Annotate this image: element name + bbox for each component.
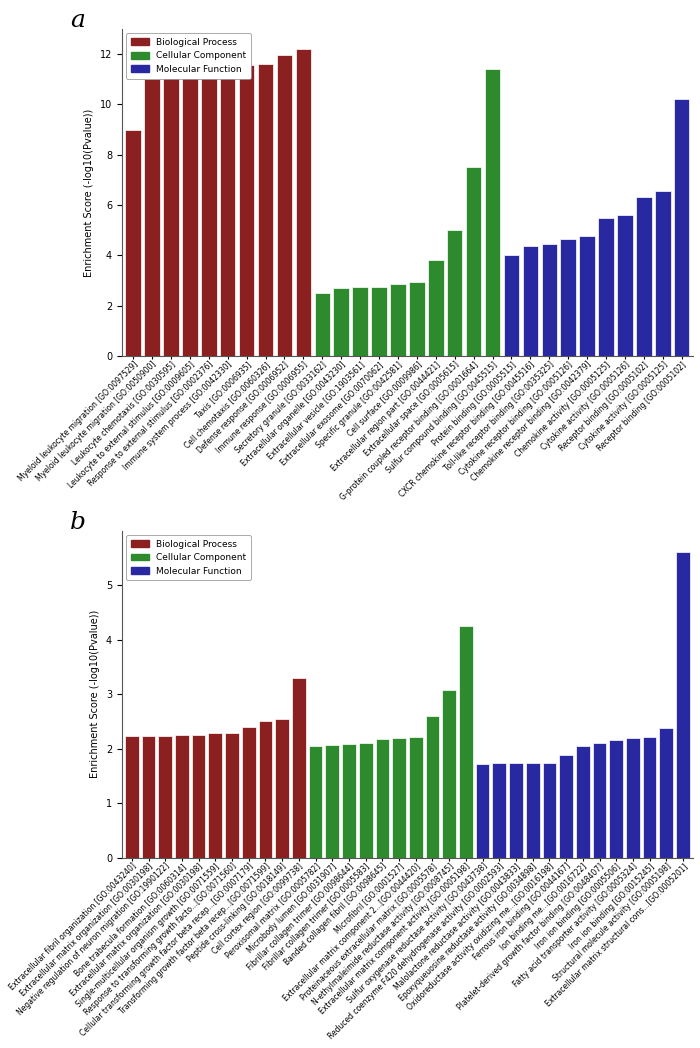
Bar bbox=[175, 736, 189, 857]
Bar bbox=[309, 746, 323, 857]
Bar bbox=[593, 743, 606, 857]
Y-axis label: Enrichment Score (-log10(Pvalue)): Enrichment Score (-log10(Pvalue)) bbox=[84, 108, 94, 277]
Bar bbox=[409, 282, 425, 356]
Bar bbox=[561, 239, 576, 356]
Bar bbox=[163, 77, 179, 356]
Bar bbox=[492, 763, 506, 857]
Bar bbox=[447, 231, 463, 356]
Bar bbox=[342, 744, 356, 857]
Bar bbox=[459, 626, 473, 857]
Bar bbox=[485, 69, 500, 356]
Bar bbox=[352, 287, 368, 356]
Bar bbox=[141, 736, 155, 857]
Bar bbox=[390, 284, 406, 356]
Bar bbox=[655, 191, 671, 356]
Bar bbox=[409, 737, 423, 857]
Legend: Biological Process, Cellular Component, Molecular Function: Biological Process, Cellular Component, … bbox=[126, 536, 251, 581]
Bar bbox=[504, 256, 519, 356]
Bar bbox=[314, 293, 330, 356]
Bar bbox=[542, 244, 557, 356]
Text: a: a bbox=[71, 9, 85, 32]
Bar bbox=[125, 736, 139, 857]
Bar bbox=[426, 716, 440, 857]
Bar bbox=[674, 100, 690, 356]
Bar bbox=[626, 738, 640, 857]
Bar bbox=[239, 65, 254, 356]
Bar bbox=[359, 743, 372, 857]
Bar bbox=[442, 690, 456, 857]
Bar bbox=[428, 260, 444, 356]
Bar bbox=[158, 736, 172, 857]
Bar bbox=[276, 56, 292, 356]
Bar bbox=[659, 728, 673, 857]
Bar bbox=[509, 763, 523, 857]
Bar bbox=[375, 739, 389, 857]
Bar bbox=[610, 740, 623, 857]
Bar bbox=[371, 287, 387, 356]
Bar bbox=[676, 552, 690, 857]
Bar bbox=[326, 745, 339, 857]
Bar bbox=[643, 737, 657, 857]
Bar bbox=[580, 237, 595, 356]
Bar bbox=[225, 734, 239, 857]
Bar bbox=[242, 726, 256, 857]
Bar bbox=[559, 756, 573, 857]
Bar bbox=[598, 218, 614, 356]
Bar bbox=[333, 288, 349, 356]
Bar bbox=[392, 738, 406, 857]
Y-axis label: Enrichment Score (-log10(Pvalue)): Enrichment Score (-log10(Pvalue)) bbox=[90, 610, 100, 779]
Bar bbox=[636, 197, 652, 356]
Bar bbox=[182, 74, 197, 356]
Bar bbox=[523, 246, 538, 356]
Bar bbox=[617, 215, 633, 356]
Bar bbox=[258, 721, 272, 857]
Bar bbox=[576, 746, 589, 857]
Bar bbox=[466, 168, 482, 356]
Legend: Biological Process, Cellular Component, Molecular Function: Biological Process, Cellular Component, … bbox=[126, 34, 251, 79]
Bar bbox=[201, 71, 216, 356]
Bar bbox=[526, 763, 540, 857]
Bar bbox=[209, 734, 222, 857]
Bar bbox=[542, 763, 556, 857]
Bar bbox=[476, 764, 489, 857]
Bar bbox=[295, 49, 311, 356]
Text: b: b bbox=[71, 511, 86, 534]
Bar bbox=[258, 64, 273, 356]
Bar bbox=[292, 678, 306, 857]
Bar bbox=[220, 69, 235, 356]
Bar bbox=[192, 735, 206, 857]
Bar bbox=[144, 80, 160, 356]
Bar bbox=[125, 130, 141, 356]
Bar bbox=[275, 719, 289, 857]
